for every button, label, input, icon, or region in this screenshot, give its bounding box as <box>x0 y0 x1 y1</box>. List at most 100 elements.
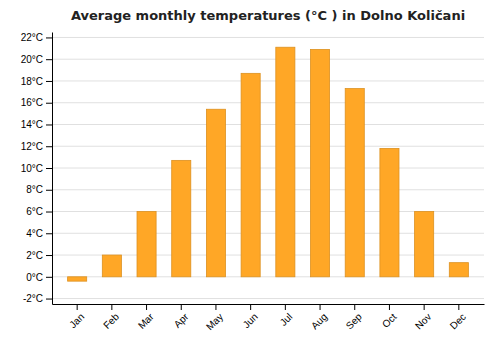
y-tick-label: 0°C <box>26 272 43 283</box>
y-tick-label: 22°C <box>21 32 43 43</box>
x-tick-mark <box>389 304 390 310</box>
x-tick-label: Nov <box>413 311 433 331</box>
x-tick-mark <box>354 304 355 310</box>
x-tick-label: Aug <box>309 311 329 331</box>
x-tick-label: Jul <box>278 311 295 328</box>
y-tick-mark <box>46 212 52 213</box>
x-tick: Mar <box>136 304 156 331</box>
x-tick: Nov <box>413 304 433 331</box>
x-tick-label: Feb <box>101 311 121 331</box>
y-tick-mark <box>46 168 52 169</box>
x-tick-mark <box>250 304 251 310</box>
x-tick-mark <box>215 304 216 310</box>
bar <box>137 212 156 277</box>
y-tick-mark <box>46 299 52 300</box>
bar <box>172 160 191 276</box>
y-tick-mark <box>46 233 52 234</box>
x-tick-label: Sep <box>344 311 365 332</box>
y-tick-label: 20°C <box>21 54 43 65</box>
x-axis-line <box>53 304 485 305</box>
y-tick-mark <box>46 37 52 38</box>
x-tick: Jan <box>67 304 86 330</box>
y-tick: 8°C <box>26 184 52 195</box>
y-tick-label: -2°C <box>23 293 43 304</box>
x-tick: Jul <box>278 304 295 328</box>
x-tick: May <box>204 304 225 332</box>
y-tick: 6°C <box>26 206 52 217</box>
grid-line <box>52 102 484 103</box>
bar <box>241 73 260 276</box>
y-tick-label: 16°C <box>21 97 43 108</box>
y-tick-label: 2°C <box>26 250 43 261</box>
y-tick-mark <box>46 124 52 125</box>
grid-line <box>52 189 484 190</box>
y-tick-mark <box>46 277 52 278</box>
title: Average monthly temperatures (°C ) in Do… <box>71 8 465 23</box>
y-axis-line <box>52 33 53 305</box>
y-tick-mark <box>46 81 52 82</box>
bars <box>68 47 469 281</box>
y-tick-label: 6°C <box>26 206 43 217</box>
y-tick-label: 4°C <box>26 228 43 239</box>
y-tick-label: 12°C <box>21 141 43 152</box>
x-axis: Jan Feb Mar Apr May Jun Jul Aug Sep Oct Nov Dec <box>53 304 485 332</box>
y-tick: 16°C <box>21 97 52 108</box>
x-tick: Aug <box>309 304 329 331</box>
x-tick: Dec <box>448 304 468 331</box>
x-tick-mark <box>111 304 112 310</box>
grid-line <box>52 168 484 169</box>
y-tick-label: 18°C <box>21 76 43 87</box>
x-tick-mark <box>424 304 425 310</box>
y-tick-mark <box>46 190 52 191</box>
x-tick: Jun <box>241 304 260 330</box>
grid-line <box>52 298 484 299</box>
grid-line <box>52 124 484 125</box>
x-tick-label: Mar <box>136 311 156 331</box>
x-tick-mark <box>77 304 78 310</box>
y-tick: 4°C <box>26 228 52 239</box>
x-tick-mark <box>320 304 321 310</box>
bar <box>206 109 225 277</box>
x-tick-label: Jan <box>67 311 86 330</box>
x-tick-mark <box>458 304 459 310</box>
y-tick: 18°C <box>21 76 52 87</box>
x-tick: Oct <box>380 304 399 330</box>
bar <box>311 49 330 276</box>
y-tick-label: 10°C <box>21 163 43 174</box>
x-tick-label: Jun <box>241 311 260 330</box>
y-tick-mark <box>46 146 52 147</box>
bar <box>415 212 434 277</box>
y-tick-mark <box>46 103 52 104</box>
bar <box>102 255 121 277</box>
y-tick: 22°C <box>21 32 52 43</box>
y-tick-label: 8°C <box>26 184 43 195</box>
bar <box>449 263 468 277</box>
x-tick-label: Apr <box>172 311 191 330</box>
x-tick-label: Dec <box>448 311 468 331</box>
bar <box>345 89 364 277</box>
y-tick: 12°C <box>21 141 52 152</box>
y-tick-mark <box>46 59 52 60</box>
y-tick: 14°C <box>21 119 52 130</box>
grid <box>52 37 484 298</box>
x-tick-mark <box>146 304 147 310</box>
y-tick: 10°C <box>21 163 52 174</box>
x-tick: Apr <box>172 304 191 330</box>
y-axis: -2°C 0°C 2°C 4°C 6°C 8°C 10°C 12°C 14°C 16°C 18°C 2… <box>21 32 53 304</box>
x-tick: Feb <box>101 304 121 331</box>
y-tick: 20°C <box>21 54 52 65</box>
x-tick-mark <box>285 304 286 310</box>
y-tick: 0°C <box>26 272 52 283</box>
chart: -2°C 0°C 2°C 4°C 6°C 8°C 10°C 12°C 14°C 16°C 18°C 2… <box>0 0 500 350</box>
x-tick-label: Oct <box>380 311 399 330</box>
y-tick: -2°C <box>23 293 52 304</box>
x-tick-label: May <box>204 311 225 332</box>
grid-line <box>52 37 484 38</box>
x-tick-mark <box>181 304 182 310</box>
bar <box>68 277 87 281</box>
grid-line <box>52 59 484 60</box>
y-tick: 2°C <box>26 250 52 261</box>
y-tick-mark <box>46 255 52 256</box>
bar <box>380 148 399 276</box>
bar <box>276 47 295 277</box>
